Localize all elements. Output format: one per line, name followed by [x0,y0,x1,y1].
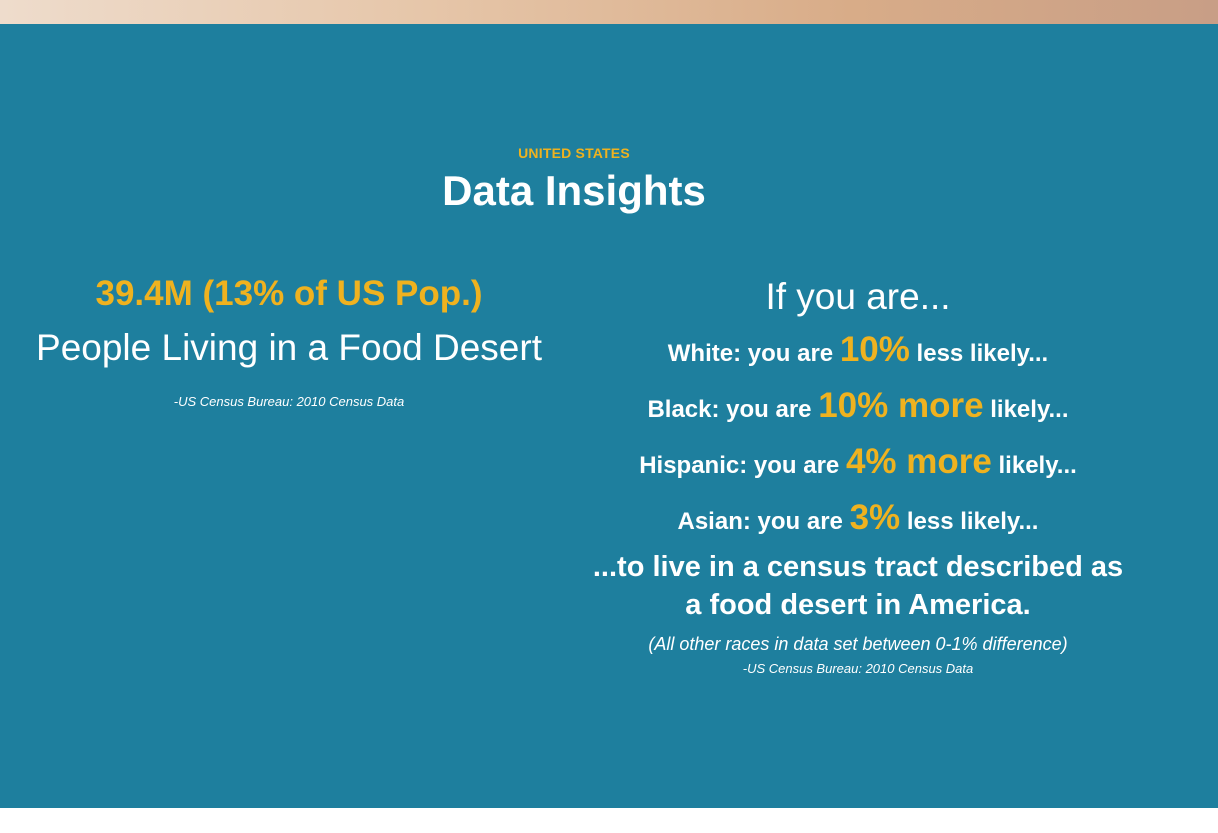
data-insights-section: UNITED STATES Data Insights 39.4M (13% o… [0,24,1218,808]
conclusion-line-2: a food desert in America. [685,589,1031,621]
race-percentage: 4% more [845,442,992,481]
race-line-asian: Asian: you are 3% less likely... [578,490,1138,546]
race-prefix: White: you are [667,340,834,367]
race-suffix: less likely... [916,340,1049,367]
race-prefix: Black: you are [647,396,812,423]
food-desert-population-stat: 39.4M (13% of US Pop.) [95,274,483,313]
hero-image-strip [0,0,1218,24]
race-prefix: Hispanic: you are [639,452,840,479]
race-line-hispanic: Hispanic: you are 4% more likely... [578,434,1138,490]
source-citation: -US Census Bureau: 2010 Census Data [742,661,974,676]
race-percentage: 10% [839,330,910,369]
race-percentage: 10% more [818,386,984,425]
race-percentage: 3% [849,498,901,537]
race-line-white: White: you are 10% less likely... [578,322,1138,378]
race-suffix: less likely... [906,508,1039,535]
food-desert-population-label: People Living in a Food Desert [36,327,542,368]
source-citation: -US Census Bureau: 2010 Census Data [173,394,405,409]
if-you-are-heading: If you are... [765,276,951,317]
race-line-black: Black: you are 10% more likely... [578,378,1138,434]
population-stat-block: 39.4M (13% of US Pop.) People Living in … [0,270,578,411]
section-title: Data Insights [442,167,706,214]
section-eyebrow: UNITED STATES [518,145,630,161]
conclusion-line-1: ...to live in a census tract described a… [592,551,1124,583]
race-suffix: likely... [998,452,1077,479]
other-races-note: (All other races in data set between 0-1… [648,634,1068,654]
race-prefix: Asian: you are [677,508,843,535]
race-likelihood-block: If you are... White: you are 10% less li… [578,272,1138,678]
conclusion-text: ...to live in a census tract described a… [578,548,1138,624]
race-suffix: likely... [990,396,1069,423]
